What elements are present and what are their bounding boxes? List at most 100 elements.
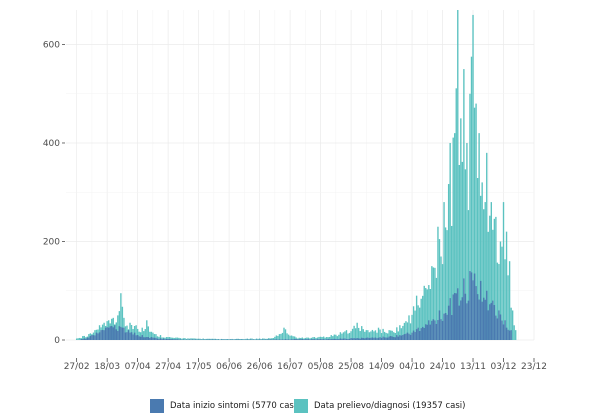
- bar-sintomi: [353, 338, 355, 340]
- bar-sintomi: [293, 339, 296, 340]
- bar-prelievo: [483, 209, 485, 340]
- bar-prelievo: [286, 333, 288, 340]
- bar-sintomi: [382, 336, 384, 340]
- bar-prelievo: [359, 331, 361, 340]
- bar-sintomi: [469, 271, 471, 340]
- bar-prelievo: [295, 337, 297, 340]
- bar-prelievo: [504, 259, 506, 340]
- bar-prelievo: [338, 334, 340, 340]
- bar-sintomi: [167, 338, 169, 340]
- bar-sintomi: [133, 332, 136, 340]
- bar-sintomi: [354, 338, 357, 340]
- bar-sintomi: [338, 338, 340, 340]
- bar-prelievo: [140, 332, 142, 340]
- bar-prelievo: [501, 246, 503, 340]
- bar-prelievo: [213, 338, 215, 340]
- series-sintomi-bars: [80, 271, 512, 340]
- bar-sintomi: [292, 339, 294, 340]
- bar-prelievo: [464, 169, 467, 340]
- bar-prelievo: [165, 337, 168, 340]
- bar-sintomi: [162, 338, 165, 340]
- bar-prelievo: [335, 334, 337, 340]
- bar-prelievo: [402, 325, 404, 340]
- bar-sintomi: [333, 338, 335, 340]
- bar-sintomi: [356, 338, 358, 340]
- bar-sintomi: [284, 339, 287, 340]
- bar-prelievo: [120, 293, 122, 340]
- bar-sintomi: [495, 315, 497, 340]
- bar-prelievo: [234, 339, 236, 340]
- bar-sintomi: [146, 337, 148, 340]
- bar-prelievo: [362, 329, 364, 340]
- bar-prelievo: [498, 264, 500, 340]
- bar-prelievo: [386, 333, 389, 340]
- bar-prelievo: [275, 335, 278, 340]
- bar-prelievo: [265, 338, 267, 340]
- bar-prelievo: [185, 338, 188, 340]
- bar-prelievo: [205, 338, 207, 340]
- bar-sintomi: [478, 299, 480, 340]
- bar-prelievo: [511, 310, 514, 340]
- bar-sintomi: [374, 337, 377, 340]
- bar-sintomi: [120, 326, 122, 340]
- bar-prelievo: [490, 202, 492, 340]
- bar-prelievo: [258, 338, 261, 340]
- bar-sintomi: [165, 338, 168, 340]
- bar-sintomi: [129, 332, 131, 340]
- bar-sintomi: [364, 338, 366, 340]
- x-tick-label: 04/10: [399, 362, 425, 372]
- bar-prelievo: [168, 337, 171, 340]
- bar-sintomi: [118, 326, 121, 340]
- bar-sintomi: [406, 332, 409, 340]
- bar-sintomi: [82, 339, 84, 340]
- bar-sintomi: [376, 338, 378, 340]
- bar-sintomi: [380, 337, 383, 340]
- bar-sintomi: [123, 327, 125, 340]
- bar-prelievo: [204, 339, 206, 340]
- y-tick-label: 600: [43, 40, 60, 50]
- bar-prelievo: [153, 334, 156, 340]
- bar-prelievo: [399, 325, 401, 340]
- bar-prelievo: [136, 328, 139, 340]
- bar-sintomi: [429, 324, 432, 340]
- bar-sintomi: [443, 313, 445, 340]
- bar-sintomi: [97, 333, 99, 340]
- bar-sintomi: [412, 330, 415, 340]
- bar-sintomi: [94, 335, 96, 340]
- bar-sintomi: [502, 324, 505, 340]
- bar-sintomi: [464, 293, 467, 340]
- bar-sintomi: [342, 338, 345, 340]
- bar-sintomi: [309, 339, 311, 340]
- bar-prelievo: [515, 330, 517, 340]
- bar-prelievo: [173, 337, 175, 340]
- bar-prelievo: [266, 338, 268, 340]
- bar-sintomi: [155, 337, 157, 340]
- bar-sintomi: [455, 293, 457, 340]
- bar-sintomi: [287, 339, 290, 340]
- bar-prelievo: [94, 330, 96, 340]
- bar-prelievo: [306, 337, 308, 340]
- bar-sintomi: [350, 338, 352, 340]
- bar-prelievo: [237, 338, 239, 340]
- bar-prelievo: [380, 333, 383, 340]
- bar-sintomi: [310, 339, 313, 340]
- bar-prelievo: [214, 338, 217, 340]
- bar-prelievo: [493, 218, 496, 340]
- legend-swatch-prelievo: [294, 399, 308, 413]
- bar-prelievo: [397, 331, 400, 340]
- bar-prelievo: [167, 337, 169, 340]
- bar-prelievo: [75, 338, 78, 340]
- legend: Data inizio sintomi (5770 casi) Data pre…: [0, 398, 612, 418]
- x-tick-label: 13/11: [460, 362, 486, 372]
- bar-prelievo: [446, 230, 448, 340]
- bar-prelievo: [478, 133, 480, 340]
- bar-prelievo: [283, 327, 285, 340]
- bar-prelievo: [420, 298, 422, 340]
- bar-prelievo: [412, 306, 415, 340]
- bar-sintomi: [385, 337, 387, 340]
- bar-prelievo: [216, 339, 218, 340]
- bar-prelievo: [382, 328, 384, 340]
- bar-sintomi: [508, 330, 511, 340]
- bar-sintomi: [386, 337, 389, 340]
- bar-sintomi: [397, 336, 400, 340]
